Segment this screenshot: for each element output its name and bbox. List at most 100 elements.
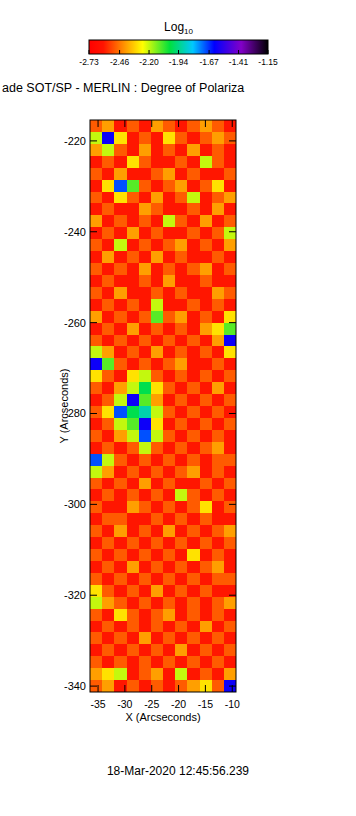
cell xyxy=(127,251,140,263)
cell xyxy=(114,621,127,633)
cell xyxy=(212,656,225,668)
cell xyxy=(151,597,164,609)
cell xyxy=(200,370,213,382)
cell xyxy=(90,299,103,311)
cell xyxy=(139,168,152,180)
cell xyxy=(187,263,200,275)
cell xyxy=(127,287,140,299)
cell xyxy=(163,561,176,573)
cell xyxy=(187,275,200,287)
cell xyxy=(114,394,127,406)
cell xyxy=(163,168,176,180)
cell xyxy=(224,323,236,335)
cell xyxy=(151,609,164,621)
cell xyxy=(163,501,176,513)
cell xyxy=(224,203,236,215)
cell xyxy=(175,525,188,537)
cell xyxy=(224,656,236,668)
cell xyxy=(212,287,225,299)
cell xyxy=(139,311,152,323)
cell xyxy=(175,180,188,192)
cell xyxy=(102,251,115,263)
cell xyxy=(102,442,115,454)
cell xyxy=(163,537,176,549)
cell xyxy=(187,597,200,609)
cell xyxy=(114,418,127,430)
cell xyxy=(175,346,188,358)
cell xyxy=(212,203,225,215)
cell xyxy=(224,275,236,287)
cell xyxy=(127,382,140,394)
cell xyxy=(163,656,176,668)
cell xyxy=(200,466,213,478)
cell xyxy=(151,263,164,275)
cell xyxy=(200,442,213,454)
cell xyxy=(163,406,176,418)
cell xyxy=(139,239,152,251)
cell xyxy=(90,323,103,335)
cell xyxy=(102,478,115,490)
cell xyxy=(224,120,236,132)
cell xyxy=(187,644,200,656)
cell xyxy=(224,597,236,609)
cell xyxy=(200,621,213,633)
cell xyxy=(102,382,115,394)
cell xyxy=(163,192,176,204)
cell xyxy=(102,394,115,406)
plot-frame xyxy=(90,120,236,692)
cell xyxy=(114,335,127,347)
x-tick xyxy=(205,685,206,692)
cell xyxy=(200,644,213,656)
cell xyxy=(200,275,213,287)
cell xyxy=(151,335,164,347)
cell xyxy=(200,203,213,215)
cell xyxy=(102,680,115,692)
cell xyxy=(200,418,213,430)
cell xyxy=(212,239,225,251)
cell xyxy=(139,156,152,168)
y-tick xyxy=(229,231,236,232)
cell xyxy=(139,537,152,549)
cell xyxy=(102,585,115,597)
cell xyxy=(175,489,188,501)
y-tick xyxy=(90,504,97,505)
cell xyxy=(139,215,152,227)
cell xyxy=(114,275,127,287)
cell xyxy=(151,561,164,573)
cell xyxy=(187,489,200,501)
cell xyxy=(224,299,236,311)
cell xyxy=(151,621,164,633)
cell xyxy=(102,132,115,144)
cell xyxy=(127,215,140,227)
cell xyxy=(139,323,152,335)
cell xyxy=(212,597,225,609)
cells xyxy=(90,120,236,692)
cell xyxy=(224,573,236,585)
cell xyxy=(127,644,140,656)
cell xyxy=(200,323,213,335)
cell xyxy=(127,501,140,513)
cell xyxy=(224,609,236,621)
cell xyxy=(175,168,188,180)
cell xyxy=(187,251,200,263)
cell xyxy=(139,573,152,585)
cell xyxy=(175,537,188,549)
cell xyxy=(90,168,103,180)
y-tick xyxy=(90,595,97,596)
cell xyxy=(187,358,200,370)
cell xyxy=(200,180,213,192)
cell xyxy=(151,644,164,656)
cell xyxy=(114,656,127,668)
cell xyxy=(187,394,200,406)
cell xyxy=(200,680,213,692)
cell xyxy=(224,525,236,537)
cell xyxy=(187,215,200,227)
cell xyxy=(212,120,225,132)
cell xyxy=(90,120,103,132)
cell xyxy=(224,418,236,430)
cell xyxy=(127,489,140,501)
cell xyxy=(212,668,225,680)
cell xyxy=(139,585,152,597)
cell xyxy=(175,454,188,466)
cell xyxy=(127,192,140,204)
